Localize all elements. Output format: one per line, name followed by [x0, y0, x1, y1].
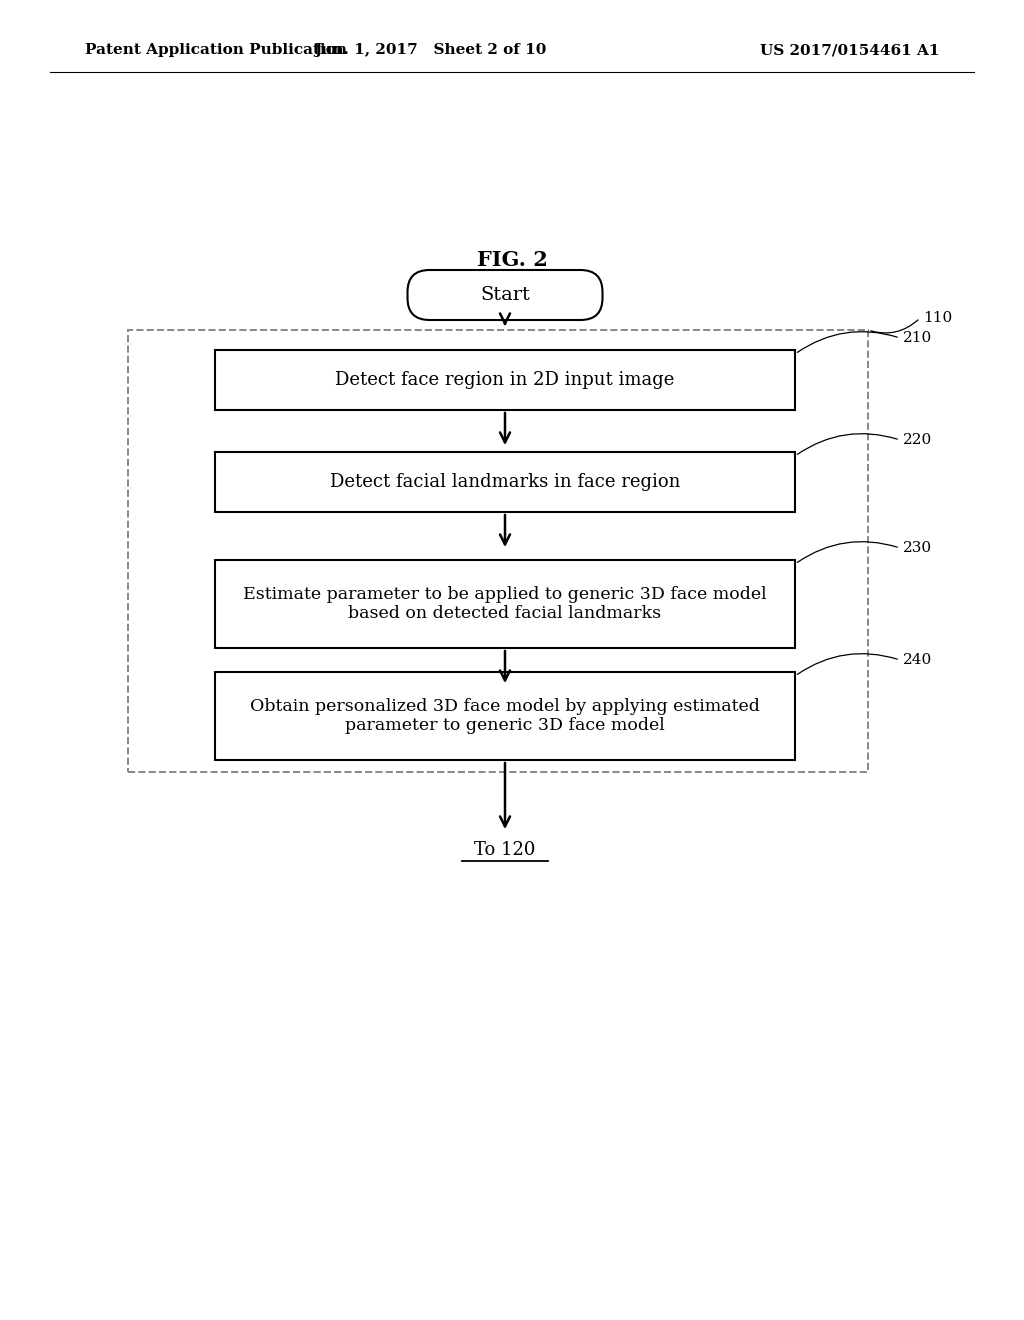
Text: Obtain personalized 3D face model by applying estimated: Obtain personalized 3D face model by app…	[250, 698, 760, 715]
Text: based on detected facial landmarks: based on detected facial landmarks	[348, 605, 662, 622]
Text: parameter to generic 3D face model: parameter to generic 3D face model	[345, 717, 665, 734]
Bar	[215, 672, 795, 760]
Bar	[128, 330, 868, 772]
Text: FIG. 2: FIG. 2	[476, 249, 548, 271]
Text: Jun. 1, 2017   Sheet 2 of 10: Jun. 1, 2017 Sheet 2 of 10	[313, 44, 546, 57]
Text: 220: 220	[903, 433, 932, 447]
Text: Detect facial landmarks in face region: Detect facial landmarks in face region	[330, 473, 680, 491]
Text: 110: 110	[923, 312, 952, 325]
Bar	[215, 350, 795, 411]
Text: Start: Start	[480, 286, 530, 304]
Text: Estimate parameter to be applied to generic 3D face model: Estimate parameter to be applied to gene…	[243, 586, 767, 603]
Text: 210: 210	[903, 331, 932, 345]
Bar	[215, 560, 795, 648]
Text: US 2017/0154461 A1: US 2017/0154461 A1	[761, 44, 940, 57]
Text: 230: 230	[903, 541, 932, 554]
Text: 240: 240	[903, 653, 932, 667]
FancyBboxPatch shape	[408, 271, 602, 319]
Text: To 120: To 120	[474, 841, 536, 859]
Bar	[215, 451, 795, 512]
Text: Patent Application Publication: Patent Application Publication	[85, 44, 347, 57]
Text: Detect face region in 2D input image: Detect face region in 2D input image	[335, 371, 675, 389]
